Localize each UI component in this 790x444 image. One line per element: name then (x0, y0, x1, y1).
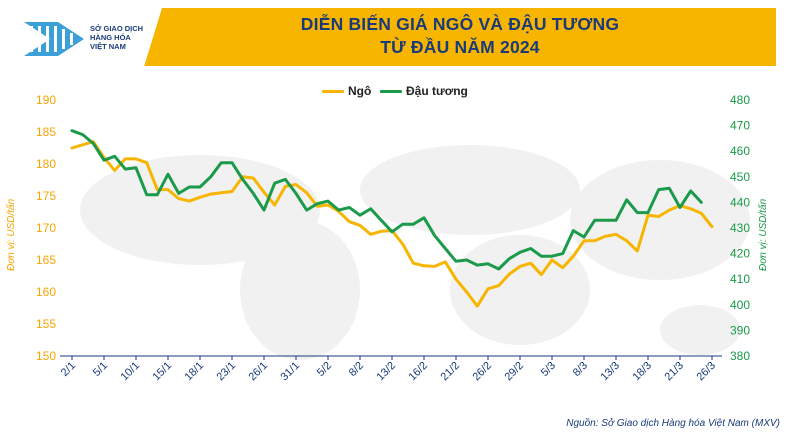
x-tick-label: 18/3 (630, 360, 654, 384)
y-tick-right-label: 440 (730, 195, 750, 209)
y-tick-right-label: 380 (730, 349, 750, 363)
x-tick-label: 18/1 (182, 360, 206, 384)
logo-text: SỞ GIAO DỊCH HÀNG HÓA VIỆT NAM (90, 24, 143, 51)
series-layer (70, 129, 714, 308)
y-axis-left: 150 155 160 165 170 175 180 185 190 (36, 93, 56, 363)
x-tick-label: 5/1 (91, 360, 110, 379)
logo-line: SỞ GIAO DỊCH (90, 24, 144, 33)
logo-line: VIỆT NAM (90, 42, 126, 51)
y-tick-right-label: 460 (730, 144, 750, 158)
series-line-dau-tuong (70, 129, 703, 271)
x-tick-label: 26/2 (470, 360, 494, 384)
x-tick-label: 31/1 (278, 360, 302, 384)
y-tick-right-label: 450 (730, 170, 750, 184)
x-tick-label: 16/2 (406, 360, 430, 384)
x-tick-label: 8/2 (347, 360, 366, 379)
x-tick-label: 21/3 (662, 360, 686, 384)
y-axis-right: 380 390 400 410 420 430 440 450 460 470 480 (730, 93, 750, 363)
x-tick-label: 13/2 (374, 360, 398, 384)
x-tick-label: 10/1 (118, 360, 142, 384)
x-tick-label: 8/3 (571, 360, 590, 379)
legend-label-ngo: Ngô (348, 84, 372, 98)
x-tick-label: 2/1 (59, 360, 78, 379)
y-tick-left-label: 190 (36, 93, 56, 107)
mxv-logo-icon (24, 22, 84, 56)
y-tick-right-label: 430 (730, 221, 750, 235)
legend-swatch-dau-tuong (380, 90, 402, 93)
logo: SỞ GIAO DỊCH HÀNG HÓA VIỆT NAM (14, 8, 162, 66)
y-tick-right-label: 480 (730, 93, 750, 107)
x-tick-label: 5/3 (539, 360, 558, 379)
y-tick-right-label: 410 (730, 272, 750, 286)
series-line-ngo (70, 140, 714, 308)
y-tick-right-label: 470 (730, 119, 750, 133)
y-tick-left-label: 155 (36, 317, 56, 331)
chart-title: DIỄN BIẾN GIÁ NGÔ VÀ ĐẬU TƯƠNG TỪ ĐẦU NĂ… (200, 13, 720, 59)
x-axis: 2/1 5/1 10/1 15/1 18/1 23/1 26/1 31/1 5/2 8/2 13/2… (59, 356, 718, 383)
x-tick-label: 15/1 (150, 360, 174, 384)
y-tick-right-label: 400 (730, 298, 750, 312)
legend: Ngô Đậu tương (0, 83, 790, 99)
x-tick-label: 5/2 (315, 360, 334, 379)
source-note: Nguồn: Sở Giao dịch Hàng hóa Việt Nam (M… (566, 418, 780, 429)
x-tick-label: 29/2 (502, 360, 526, 384)
chart-title-line-2: TỪ ĐẦU NĂM 2024 (380, 37, 540, 57)
logo-line: HÀNG HÓA (90, 33, 131, 42)
x-tick-label: 26/3 (694, 360, 718, 384)
legend-label-dau-tuong: Đậu tương (406, 84, 468, 98)
y-tick-right-label: 390 (730, 323, 750, 337)
y-tick-right-label: 420 (730, 247, 750, 261)
x-tick-label: 13/3 (598, 360, 622, 384)
legend-swatch-ngo (322, 90, 344, 93)
chart-title-line-1: DIỄN BIẾN GIÁ NGÔ VÀ ĐẬU TƯƠNG (300, 14, 620, 34)
x-tick-label: 26/1 (246, 360, 270, 384)
y-tick-left-label: 180 (36, 157, 56, 171)
y-tick-left-label: 160 (36, 285, 56, 299)
x-tick-label: 23/1 (214, 360, 238, 384)
x-tick-label: 21/2 (438, 360, 462, 384)
y-tick-left-label: 150 (36, 349, 56, 363)
y-tick-left-label: 165 (36, 253, 56, 267)
y-tick-left-label: 170 (36, 221, 56, 235)
y-tick-left-label: 175 (36, 189, 56, 203)
y-tick-left-label: 185 (36, 125, 56, 139)
